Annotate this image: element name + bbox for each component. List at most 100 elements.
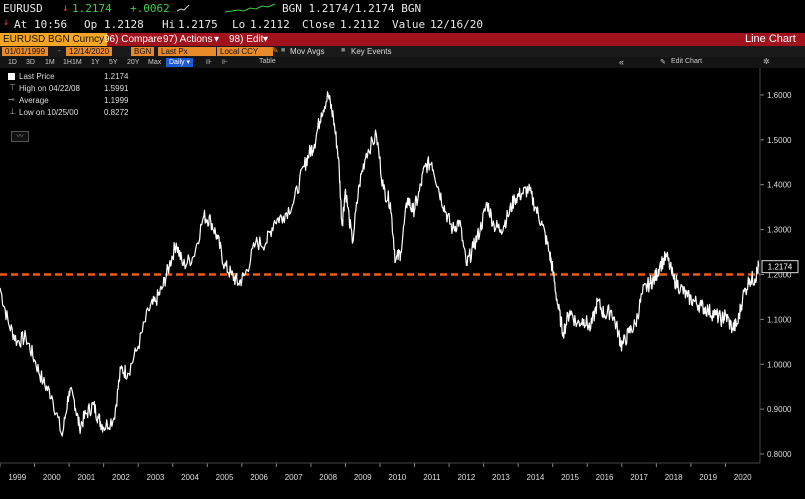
actions-dropdown-icon[interactable]: ▾ bbox=[214, 34, 220, 45]
edit-chart-button[interactable]: Edit Chart bbox=[671, 58, 703, 65]
period-bar: 1D 3D 1M 1H1M 1Y 5Y 20Y Max Daily ▾ ⊪ ⊩ … bbox=[0, 57, 805, 68]
sparkline-icon bbox=[176, 4, 190, 12]
period-5y[interactable]: 5Y bbox=[109, 59, 118, 66]
period-max[interactable]: Max bbox=[148, 59, 162, 66]
x-tick-label: 2002 bbox=[112, 473, 130, 482]
candle-icon[interactable]: ⊪ bbox=[206, 59, 213, 66]
close-value: 1.2112 bbox=[340, 18, 380, 31]
at-time: 10:56 bbox=[34, 18, 68, 31]
chart-type-label: Line Chart bbox=[745, 33, 796, 45]
price-chart[interactable]: 0.8000 0.9000 1.0000 1.1000 1.2000 1.3000 1.40… bbox=[0, 68, 805, 499]
source-field[interactable]: BGN bbox=[131, 47, 155, 56]
last-value-text: 1.2174 bbox=[768, 263, 793, 272]
x-tick-label: 2015 bbox=[561, 473, 579, 482]
x-tick-label: 2006 bbox=[250, 473, 268, 482]
legend-swatch-last-price bbox=[8, 73, 15, 80]
y-tick-label: 1.3000 bbox=[767, 226, 792, 235]
down-arrow-icon: ↓ bbox=[3, 17, 10, 28]
bar-type-icon[interactable]: ⊩ bbox=[222, 59, 229, 66]
y-tick-label: 1.1000 bbox=[767, 315, 792, 324]
high-label: Hi bbox=[162, 18, 176, 31]
currency-selector[interactable]: Local CCY bbox=[217, 47, 273, 56]
x-tick-label: 2019 bbox=[699, 473, 717, 482]
period-1h1m[interactable]: 1H1M bbox=[63, 59, 82, 66]
legend-last-price-value: 1.2174 bbox=[104, 72, 129, 81]
down-arrow-icon: ↓ bbox=[62, 1, 69, 14]
x-tick-label: 2013 bbox=[492, 473, 510, 482]
start-date-field[interactable]: 01/01/1999 bbox=[2, 47, 49, 56]
ticker-label[interactable]: EURUSD bbox=[3, 2, 43, 15]
x-axis: 1999 2000 2001 2002 2003 2004 2005 2006 2007 2008… bbox=[0, 463, 752, 482]
y-axis: 0.8000 0.9000 1.0000 1.1000 1.2000 1.3000 1.40… bbox=[760, 91, 792, 459]
square-icon: ■ bbox=[281, 47, 286, 54]
y-tick-label: 1.4000 bbox=[767, 181, 792, 190]
at-label: At bbox=[14, 18, 28, 31]
x-tick-label: 2010 bbox=[388, 473, 406, 482]
field-selector[interactable]: Last Px bbox=[158, 47, 216, 56]
gear-icon[interactable]: ✲ bbox=[763, 57, 770, 66]
quote-header: EURUSD ↓ 1.2174 +.0062 BGN 1.2174/1.2174… bbox=[0, 0, 805, 16]
period-20y[interactable]: 20Y bbox=[127, 59, 140, 66]
last-price-line bbox=[0, 91, 760, 437]
high-marker-icon: ⊤ bbox=[9, 83, 16, 92]
line-style-icon[interactable]: 〰 bbox=[11, 131, 29, 142]
low-marker-icon: ⊥ bbox=[9, 107, 16, 116]
actions-button[interactable]: 97) Actions bbox=[163, 34, 213, 45]
security-field[interactable]: EURUSD BGN Curncy bbox=[0, 33, 108, 46]
x-tick-label: 2011 bbox=[423, 473, 441, 482]
last-value-box bbox=[761, 260, 799, 274]
key-events-button[interactable]: Key Events bbox=[351, 47, 392, 56]
legend-high-value: 1.5991 bbox=[104, 84, 129, 93]
net-change-value: +.0062 bbox=[130, 2, 170, 15]
frequency-selector[interactable]: Daily ▾ bbox=[166, 58, 194, 67]
value-date: 12/16/20 bbox=[430, 18, 483, 31]
average-marker-icon: ⊸ bbox=[8, 95, 15, 104]
edit-dropdown-icon[interactable]: ▾ bbox=[263, 34, 269, 45]
open-label: Op bbox=[84, 18, 98, 31]
y-tick-label: 1.2000 bbox=[767, 270, 792, 279]
x-tick-label: 2017 bbox=[630, 473, 648, 482]
period-3d[interactable]: 3D bbox=[26, 59, 35, 66]
period-1m[interactable]: 1M bbox=[45, 59, 55, 66]
low-label: Lo bbox=[232, 18, 246, 31]
square-icon: ■ bbox=[341, 47, 346, 54]
intraday-sparkline-icon bbox=[224, 3, 276, 13]
chart-legend: Last Price 1.2174 ⊤ High on 04/22/08 1.5… bbox=[5, 72, 133, 122]
x-tick-label: 2005 bbox=[216, 473, 234, 482]
y-tick-label: 1.0000 bbox=[767, 360, 792, 369]
edit-chart-icon[interactable]: ✎ bbox=[660, 59, 666, 66]
x-tick-label: 2012 bbox=[457, 473, 475, 482]
function-toolbar: EURUSD BGN Curncy 96) Compare 97) Action… bbox=[0, 33, 805, 46]
quote-detail-row: ↓ At 10:56 Op 1.2128 Hi 1.2175 Lo 1.2112… bbox=[0, 16, 805, 33]
x-tick-label: 2008 bbox=[319, 473, 337, 482]
low-value: 1.2112 bbox=[250, 18, 290, 31]
y-tick-label: 1.6000 bbox=[767, 91, 792, 100]
table-button[interactable]: Table bbox=[259, 58, 276, 65]
edit-button[interactable]: 98) Edit bbox=[229, 34, 264, 45]
compare-button[interactable]: 96) Compare bbox=[104, 34, 163, 45]
legend-average-value: 1.1999 bbox=[104, 96, 129, 105]
y-tick-label: 1.5000 bbox=[767, 136, 792, 145]
open-value: 1.2128 bbox=[104, 18, 144, 31]
x-tick-label: 2004 bbox=[181, 473, 199, 482]
end-date-field[interactable]: 12/14/2020 bbox=[66, 47, 113, 56]
x-tick-label: 2000 bbox=[43, 473, 61, 482]
legend-low-label: Low on 10/25/00 bbox=[19, 108, 79, 117]
y-tick-label: 0.8000 bbox=[767, 450, 792, 459]
x-tick-label: 2009 bbox=[354, 473, 372, 482]
x-tick-label: 2014 bbox=[527, 473, 545, 482]
x-tick-label: 2018 bbox=[665, 473, 683, 482]
value-label: Value bbox=[392, 18, 426, 31]
period-1y[interactable]: 1Y bbox=[91, 59, 100, 66]
x-tick-label: 1999 bbox=[8, 473, 26, 482]
y-tick-label: 0.9000 bbox=[767, 405, 792, 414]
frequency-label: Daily bbox=[169, 59, 185, 66]
pencil-icon[interactable]: ✎ bbox=[272, 46, 279, 55]
close-label: Close bbox=[302, 18, 336, 31]
x-tick-label: 2016 bbox=[596, 473, 614, 482]
collapse-left-icon[interactable]: « bbox=[619, 57, 625, 67]
mov-avgs-button[interactable]: Mov Avgs bbox=[290, 47, 325, 56]
high-value: 1.2175 bbox=[178, 18, 218, 31]
date-separator: - bbox=[58, 46, 61, 55]
period-1d[interactable]: 1D bbox=[8, 59, 17, 66]
